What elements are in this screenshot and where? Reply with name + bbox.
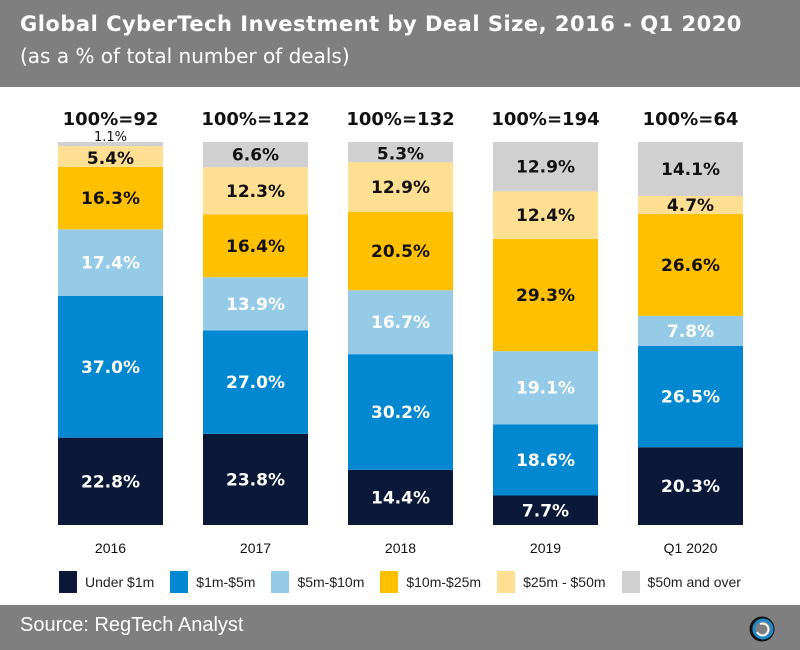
data-label: 5.4% (87, 149, 134, 169)
legend-label: $25m - $50m (523, 574, 606, 590)
data-label: 19.1% (516, 379, 575, 399)
x-tick-label: Q1 2020 (664, 540, 718, 556)
bar-segment (638, 315, 743, 346)
legend-item: $5m-$10m (271, 571, 364, 593)
data-label: 16.4% (226, 237, 285, 257)
chart-subtitle: (as a % of total number of deals) (20, 44, 350, 68)
legend-swatch (59, 571, 78, 593)
bar-segment (348, 162, 453, 212)
total-label: 100%=64 (643, 109, 739, 130)
data-label: 12.3% (226, 182, 285, 202)
bar-segment (58, 295, 163, 438)
bar-segment (638, 196, 743, 215)
bar-segment (493, 495, 598, 525)
chart-header: Global CyberTech Investment by Deal Size… (0, 0, 800, 87)
legend-label: Under $1m (85, 574, 155, 590)
bar-segment (638, 447, 743, 525)
x-tick-label: 2017 (240, 540, 271, 556)
data-label: 29.3% (516, 286, 575, 306)
bar-segment (58, 142, 163, 147)
bar-segment (638, 214, 743, 316)
source-text: Source: RegTech Analyst (20, 614, 244, 636)
legend-item: $50m and over (621, 571, 741, 593)
bar-segment (58, 437, 163, 525)
data-label: 12.4% (516, 206, 575, 226)
data-label: 13.9% (226, 295, 285, 315)
data-label: 37.0% (81, 358, 140, 378)
total-label: 100%=194 (491, 109, 599, 130)
data-label: 16.3% (81, 189, 140, 209)
data-label: 23.8% (226, 470, 285, 490)
data-label: 5.3% (377, 144, 424, 164)
chart-title: Global CyberTech Investment by Deal Size… (20, 12, 742, 36)
data-label: 16.7% (371, 313, 430, 333)
legend-swatch (497, 571, 516, 593)
bar-segment (348, 469, 453, 525)
data-label: 6.6% (232, 146, 279, 166)
bar-segment (493, 238, 598, 352)
bar-segment (203, 142, 308, 168)
legend-label: $50m and over (647, 574, 741, 590)
bar-segment (203, 214, 308, 278)
data-label: 20.5% (371, 242, 430, 262)
x-tick-label: 2019 (530, 540, 561, 556)
data-label: 18.6% (516, 451, 575, 471)
bar-segment (203, 167, 308, 215)
data-label: 27.0% (226, 373, 285, 393)
legend-item: $25m - $50m (497, 571, 606, 593)
legend-item: $1m-$5m (170, 571, 255, 593)
circular-logo-icon (749, 616, 775, 642)
legend-label: $5m-$10m (297, 574, 365, 590)
chart-legend: Under $1m $1m-$5m $5m-$10m $10m-$25m $25m - … (0, 568, 800, 596)
data-label: 7.8% (667, 322, 714, 342)
data-label: 26.5% (661, 388, 720, 408)
bar-segment (203, 433, 308, 525)
legend-item: $10m-$25m (380, 571, 481, 593)
data-label: 20.3% (661, 477, 720, 497)
bar-segment (58, 229, 163, 296)
data-label: 12.9% (371, 178, 430, 198)
bar-segment (203, 330, 308, 434)
bar-segment (58, 166, 163, 230)
stacked-bar-chart: 22.8% 37.0% 17.4% 16.3% 5.4% 1.1%100%=92 2016 2… (58, 109, 743, 556)
bar-segment (493, 424, 598, 496)
data-label: 1.1% (94, 130, 127, 145)
footer-bar: Source: RegTech Analyst (0, 605, 800, 650)
bar-segment (493, 142, 598, 192)
data-label: 12.9% (516, 158, 575, 178)
legend-swatch (380, 571, 399, 593)
legend-swatch (271, 571, 290, 593)
legend-label: $10m-$25m (406, 574, 482, 590)
x-tick-label: 2016 (95, 540, 126, 556)
legend-swatch (170, 571, 189, 593)
bar-segment (203, 277, 308, 331)
total-label: 100%=132 (346, 109, 454, 130)
bar-segment (58, 146, 163, 167)
data-label: 7.7% (522, 501, 569, 521)
legend-label: $1m-$5m (196, 574, 256, 590)
x-tick-label: 2018 (385, 540, 416, 556)
data-label: 14.1% (661, 160, 720, 180)
data-label: 22.8% (81, 472, 140, 492)
bar-segment (348, 142, 453, 163)
legend-item: Under $1m (59, 571, 154, 593)
data-label: 14.4% (371, 488, 430, 508)
data-label: 26.6% (661, 256, 720, 276)
data-label: 30.2% (371, 403, 430, 423)
bar-segment (493, 191, 598, 239)
bar-segment (348, 290, 453, 355)
legend-swatch (621, 571, 640, 593)
data-label: 17.4% (81, 254, 140, 274)
total-label: 100%=92 (63, 109, 159, 130)
total-label: 100%=122 (201, 109, 309, 130)
bar-segment (638, 142, 743, 197)
data-label: 4.7% (667, 196, 714, 216)
bar-segment (348, 354, 453, 470)
bar-segment (638, 345, 743, 448)
bar-segment (348, 211, 453, 291)
bar-segment (493, 351, 598, 425)
